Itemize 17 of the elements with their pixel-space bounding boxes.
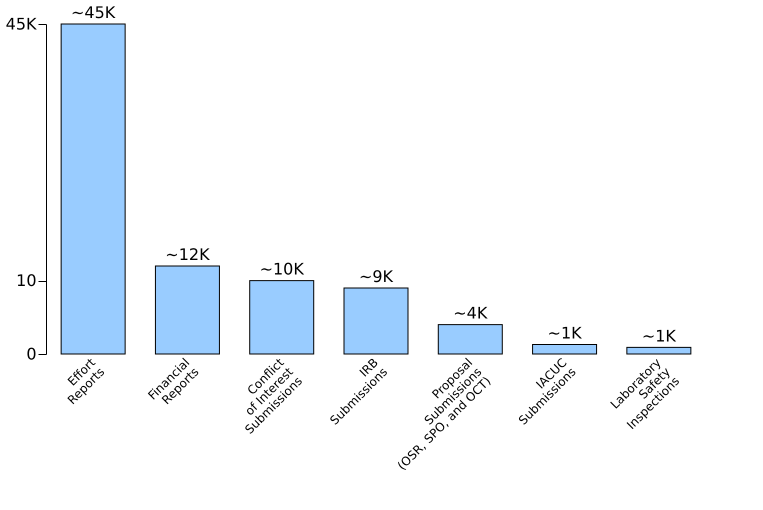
- bar: [154, 266, 220, 354]
- y-tick-label: 45K: [6, 14, 37, 34]
- data-label: ~1K: [548, 323, 582, 342]
- data-label: ~9K: [358, 267, 394, 286]
- bar: [60, 24, 126, 354]
- y-tick-label: 0: [26, 344, 36, 364]
- data-label: ~45K: [71, 3, 116, 22]
- bar: [626, 346, 692, 354]
- bar: [344, 288, 408, 354]
- data-label: ~10K: [260, 260, 304, 279]
- bar: [438, 324, 503, 354]
- data-label: ~12K: [165, 245, 210, 264]
- data-label: ~1K: [642, 326, 676, 346]
- bar: [249, 280, 314, 354]
- bar: [532, 344, 598, 354]
- y-tick-label: 10: [16, 271, 36, 290]
- data-label: ~4K: [453, 304, 488, 323]
